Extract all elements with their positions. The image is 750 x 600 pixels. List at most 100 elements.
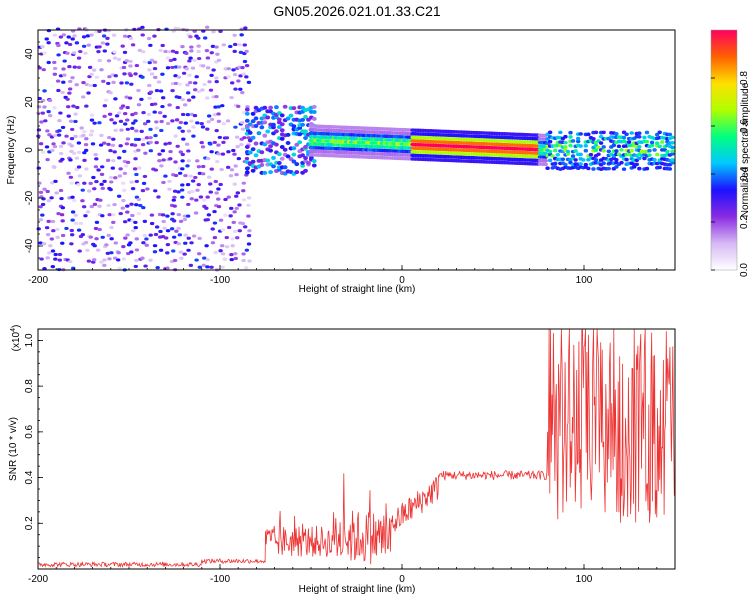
heatmap-cell: [211, 68, 216, 72]
heatmap-cell: [186, 129, 192, 133]
heatmap-cell: [167, 187, 172, 191]
heatmap-cell: [256, 131, 262, 136]
heatmap-cell: [180, 195, 185, 199]
heatmap-cell: [97, 227, 102, 232]
heatmap-cell: [171, 235, 177, 239]
heatmap-cell: [186, 98, 192, 102]
heatmap-cell: [175, 144, 180, 148]
heatmap-cell: [542, 162, 549, 167]
heatmap-cell: [274, 142, 279, 147]
heatmap-cell: [291, 106, 297, 111]
heatmap-cell: [239, 33, 244, 37]
heatmap-cell: [69, 127, 75, 132]
heatmap-cell: [206, 114, 212, 118]
heatmap-cell: [111, 33, 117, 37]
heatmap-cell: [311, 159, 317, 164]
heatmap-cell: [195, 121, 200, 125]
heatmap-cell: [148, 127, 153, 131]
heatmap-cell: [183, 241, 188, 245]
heatmap-cell: [81, 205, 87, 209]
heatmap-cell: [181, 71, 187, 75]
heatmap-cell: [596, 145, 601, 150]
heatmap-cell: [140, 256, 145, 260]
heatmap-cell: [152, 244, 158, 248]
spectrogram-y-ticks: -40 -20 0 20 40: [24, 29, 43, 271]
heatmap-cell: [101, 141, 107, 145]
heatmap-cell: [185, 91, 191, 95]
heatmap-cell: [97, 121, 102, 125]
heatmap-cell: [134, 195, 140, 199]
heatmap-cell: [134, 172, 139, 177]
heatmap-cell: [105, 42, 110, 46]
y-tick-label: -20: [24, 190, 35, 205]
heatmap-cell: [92, 202, 98, 206]
heatmap-cell: [71, 104, 76, 108]
heatmap-cell: [148, 136, 153, 140]
heatmap-cell: [76, 141, 82, 145]
heatmap-cell: [185, 83, 190, 87]
heatmap-cell: [294, 162, 300, 167]
heatmap-cell: [173, 81, 179, 86]
heatmap-cell: [268, 105, 273, 110]
heatmap-cell: [175, 105, 180, 110]
heatmap-cell: [99, 133, 104, 137]
heatmap-cell: [246, 242, 252, 246]
heatmap-cell: [241, 258, 246, 263]
heatmap-cell: [133, 226, 138, 230]
heatmap-cell: [60, 90, 65, 95]
heatmap-cell: [176, 226, 181, 230]
heatmap-cell: [578, 132, 583, 136]
heatmap-cell: [152, 250, 158, 254]
heatmap-cell: [92, 83, 97, 88]
heatmap-cell: [259, 150, 265, 155]
heatmap-cell: [243, 26, 248, 30]
heatmap-cell: [123, 236, 128, 240]
heatmap-cell: [60, 206, 66, 210]
heatmap-cell: [165, 214, 170, 218]
heatmap-cell: [46, 41, 51, 45]
spectrogram-x-axis-label: Height of straight line (km): [299, 284, 416, 295]
heatmap-cell: [204, 25, 210, 29]
heatmap-cell: [114, 114, 120, 118]
heatmap-cell: [91, 68, 97, 72]
heatmap-cell: [143, 151, 148, 155]
heatmap-cell: [220, 252, 226, 256]
heatmap-cell: [206, 120, 211, 124]
heatmap-cell: [246, 234, 252, 238]
heatmap-cell: [205, 66, 211, 70]
heatmap-cell: [134, 258, 139, 263]
heatmap-cell: [311, 163, 317, 168]
heatmap-cell: [101, 79, 106, 83]
heatmap-cell: [202, 256, 207, 260]
heatmap-cell: [565, 149, 571, 154]
heatmap-cell: [209, 117, 215, 122]
heatmap-cell: [177, 171, 183, 175]
heatmap-cell: [276, 125, 282, 130]
heatmap-cell: [253, 116, 259, 121]
heatmap-cell: [107, 75, 112, 79]
heatmap-cell: [108, 188, 113, 192]
heatmap-cell: [214, 129, 219, 133]
heatmap-cell: [244, 111, 250, 116]
heatmap-cell: [253, 153, 259, 158]
heatmap-cell: [160, 235, 166, 239]
heatmap-cell: [174, 118, 180, 122]
heatmap-cell: [601, 145, 606, 149]
heatmap-cell: [58, 188, 64, 193]
heatmap-cell: [70, 76, 75, 80]
heatmap-cell: [89, 118, 95, 122]
heatmap-cell: [163, 49, 168, 54]
heatmap-cell: [160, 43, 165, 48]
heatmap-cell: [660, 140, 665, 144]
heatmap-cell: [100, 186, 105, 191]
heatmap-cell: [187, 73, 192, 77]
heatmap-cell: [209, 150, 214, 154]
snr-frame: [37, 328, 676, 570]
heatmap-cell: [300, 153, 306, 158]
heatmap-cell: [180, 183, 185, 187]
heatmap-cell: [142, 60, 147, 64]
heatmap-cell: [232, 73, 238, 77]
heatmap-cell: [205, 127, 210, 131]
heatmap-cell: [285, 132, 291, 137]
heatmap-cell: [62, 59, 67, 63]
